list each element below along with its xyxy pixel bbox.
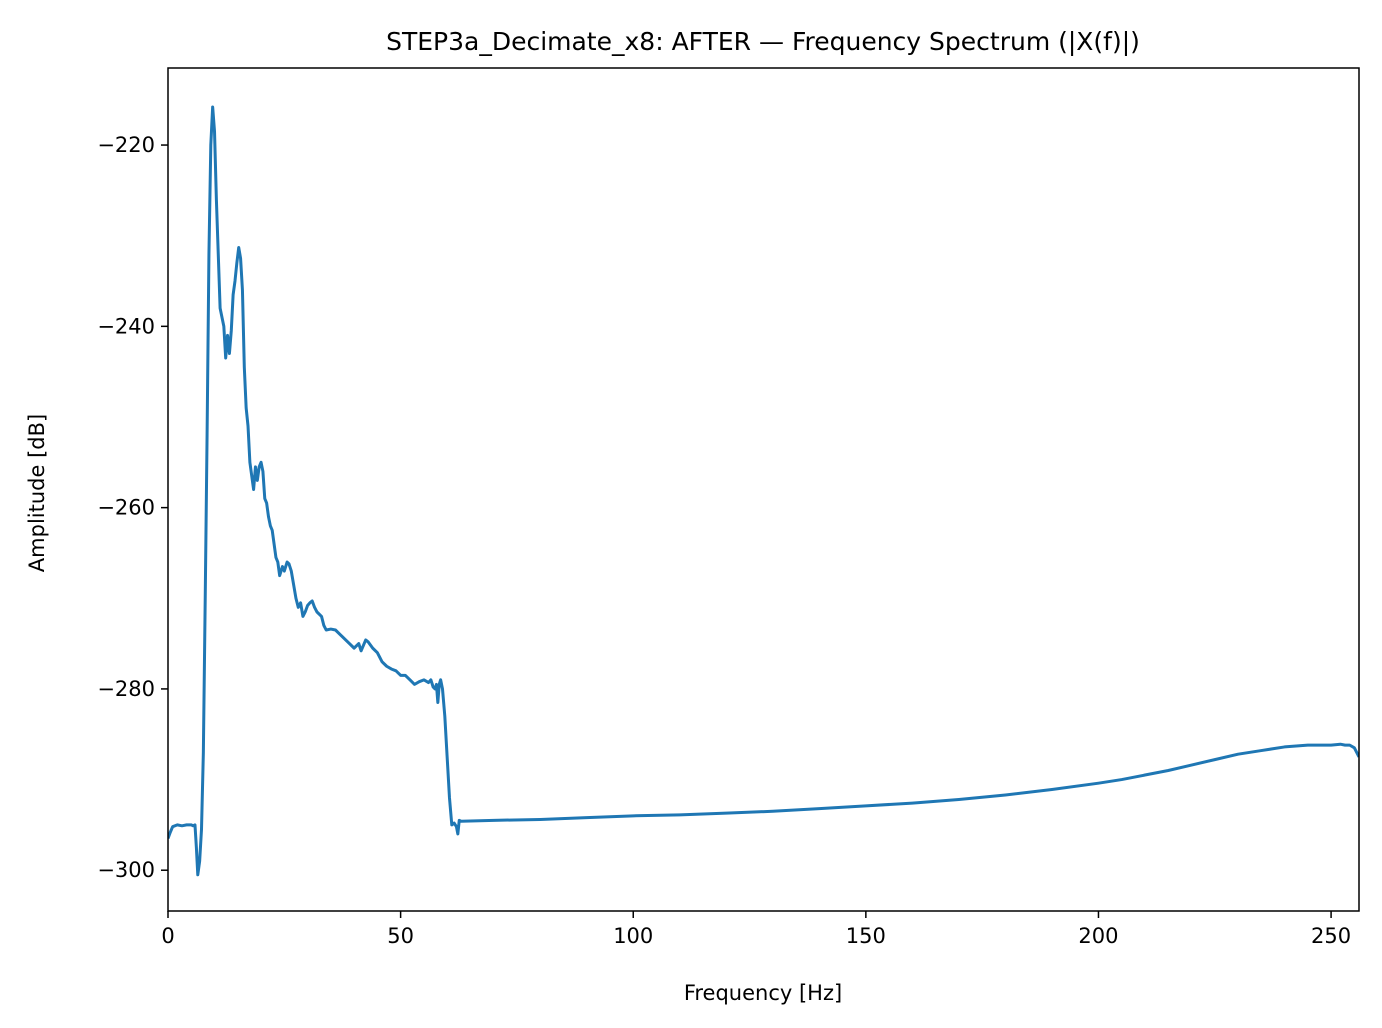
y-axis-label: Amplitude [dB]: [25, 414, 49, 572]
y-tick-label: −300: [97, 858, 155, 882]
series-layer: [168, 105, 1359, 877]
x-axis-label: Frequency [Hz]: [684, 981, 842, 1005]
y-tick-label: −260: [97, 496, 155, 520]
chart-title: STEP3a_Decimate_x8: AFTER — Frequency Sp…: [386, 27, 1140, 56]
x-tick-label: 250: [1311, 924, 1351, 948]
x-tick-label: 50: [387, 924, 414, 948]
axes-background: [168, 68, 1359, 911]
axes-frame: [167, 67, 1360, 912]
x-tick-label: 100: [613, 924, 653, 948]
y-tick-label: −280: [97, 677, 155, 701]
plot-area: [167, 67, 1360, 912]
y-tick-label: −240: [97, 314, 155, 338]
y-axis-ticks: −300 −280 −260 −240 −220: [97, 133, 168, 882]
x-axis-ticks: 0 50 100 150 200 250: [161, 911, 1351, 948]
x-tick-label: 150: [846, 924, 886, 948]
y-tick-label: −220: [97, 133, 155, 157]
series-line-spectrum: [168, 105, 1359, 877]
x-tick-label: 200: [1078, 924, 1118, 948]
x-tick-label: 0: [161, 924, 174, 948]
